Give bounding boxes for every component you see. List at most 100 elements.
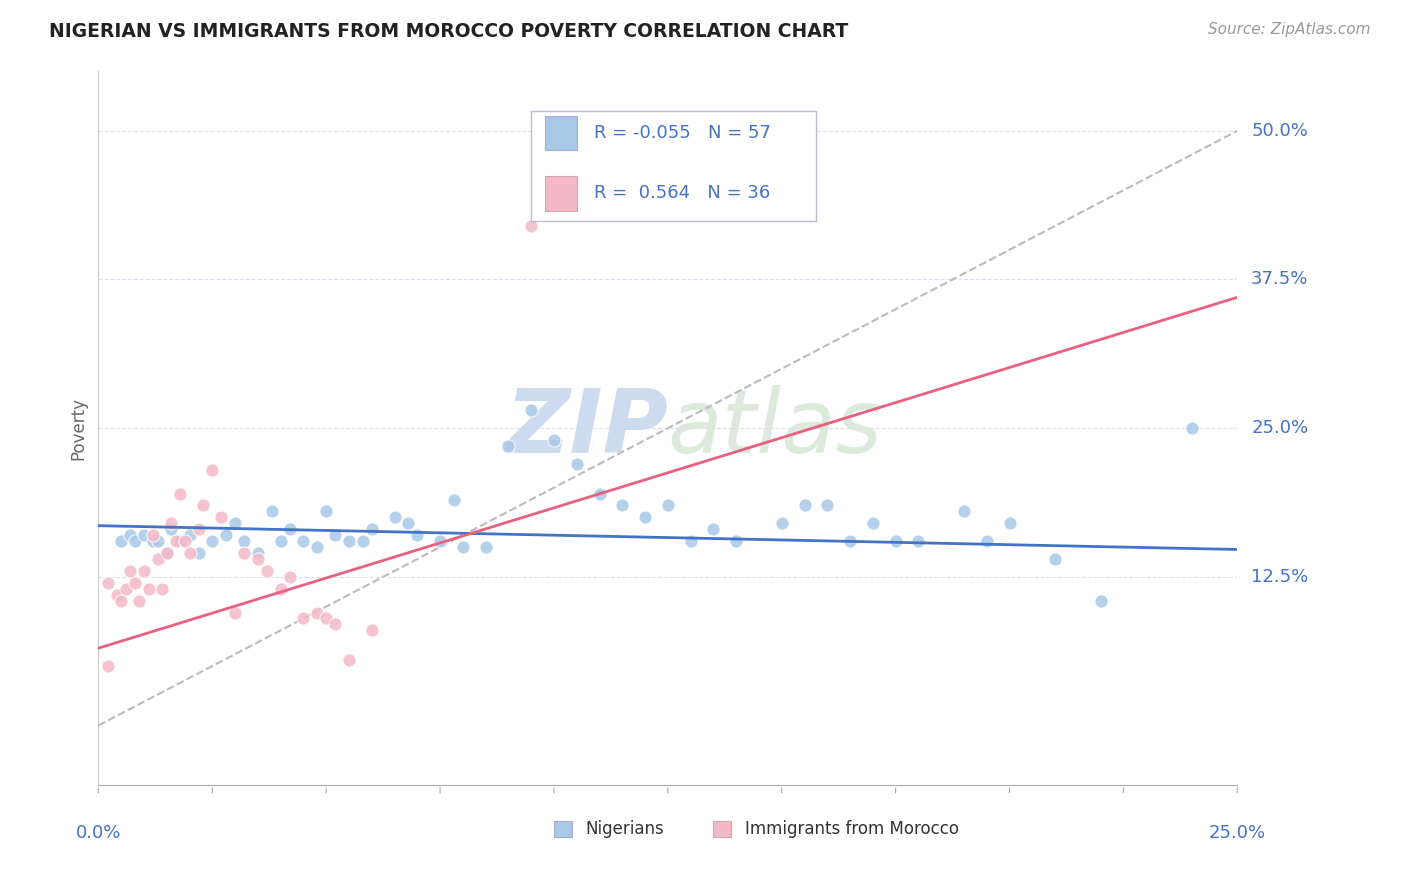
Point: [201, 463, 224, 477]
Text: 12.5%: 12.5%: [1251, 568, 1309, 586]
Point: [315, 504, 337, 518]
Point: [565, 457, 588, 471]
Text: 37.5%: 37.5%: [1251, 270, 1309, 288]
Point: [201, 534, 224, 549]
Text: atlas: atlas: [668, 385, 883, 471]
Text: R =  0.564   N = 36: R = 0.564 N = 36: [593, 185, 770, 202]
Point: [165, 534, 187, 549]
Point: [1181, 421, 1204, 435]
Point: [156, 546, 179, 560]
Point: [1090, 593, 1112, 607]
Point: [270, 534, 292, 549]
Point: [396, 516, 419, 531]
Point: [520, 403, 543, 417]
Text: Nigerians: Nigerians: [585, 821, 664, 838]
Point: [187, 522, 209, 536]
Point: [337, 534, 360, 549]
Point: [634, 510, 657, 524]
Point: [384, 510, 406, 524]
Point: [187, 546, 209, 560]
Point: [96, 575, 118, 590]
Point: [884, 534, 907, 549]
Point: [160, 522, 183, 536]
Point: [174, 534, 197, 549]
Point: [360, 522, 382, 536]
Point: [142, 528, 165, 542]
Point: [612, 499, 634, 513]
Point: [224, 516, 246, 531]
Point: [998, 516, 1021, 531]
Point: [110, 534, 132, 549]
Point: [256, 564, 278, 578]
Point: [839, 534, 862, 549]
Point: [270, 582, 292, 596]
Y-axis label: Poverty: Poverty: [69, 397, 87, 459]
Text: ZIP: ZIP: [505, 384, 668, 472]
Point: [169, 534, 191, 549]
Point: [406, 528, 429, 542]
Point: [233, 546, 256, 560]
Point: [337, 653, 360, 667]
Text: Immigrants from Morocco: Immigrants from Morocco: [745, 821, 959, 838]
Point: [702, 522, 724, 536]
Point: [278, 570, 301, 584]
Point: [323, 617, 346, 632]
Point: [429, 534, 451, 549]
Point: [498, 439, 520, 453]
Point: [132, 564, 155, 578]
Point: [233, 534, 256, 549]
Point: [224, 606, 246, 620]
Text: NIGERIAN VS IMMIGRANTS FROM MOROCCO POVERTY CORRELATION CHART: NIGERIAN VS IMMIGRANTS FROM MOROCCO POVE…: [49, 22, 848, 41]
Point: [1043, 552, 1066, 566]
Point: [128, 593, 150, 607]
Point: [907, 534, 929, 549]
Point: [657, 499, 679, 513]
Point: [307, 540, 329, 554]
Point: [815, 499, 838, 513]
Text: 50.0%: 50.0%: [1251, 122, 1308, 140]
Point: [146, 534, 169, 549]
Point: [142, 534, 165, 549]
Text: R = -0.055   N = 57: R = -0.055 N = 57: [593, 124, 770, 142]
Point: [725, 534, 748, 549]
Text: 25.0%: 25.0%: [1209, 824, 1265, 842]
Point: [150, 582, 173, 596]
Point: [360, 624, 382, 638]
Point: [292, 611, 315, 625]
Point: [307, 606, 329, 620]
Point: [124, 534, 146, 549]
Point: [193, 499, 215, 513]
Point: [292, 534, 315, 549]
Point: [474, 540, 496, 554]
Point: [160, 516, 183, 531]
Point: [260, 504, 283, 518]
Point: [323, 528, 346, 542]
Point: [120, 564, 142, 578]
Point: [352, 534, 374, 549]
Point: [520, 219, 543, 233]
Text: 25.0%: 25.0%: [1251, 419, 1309, 437]
Point: [179, 546, 201, 560]
Point: [770, 516, 793, 531]
Point: [953, 504, 976, 518]
Bar: [554, 822, 571, 837]
Text: Source: ZipAtlas.com: Source: ZipAtlas.com: [1208, 22, 1371, 37]
Point: [105, 588, 128, 602]
Text: 0.0%: 0.0%: [76, 824, 121, 842]
Point: [278, 522, 301, 536]
Point: [793, 499, 815, 513]
Point: [315, 611, 337, 625]
Point: [246, 546, 269, 560]
Point: [110, 593, 132, 607]
Point: [443, 492, 465, 507]
Point: [96, 659, 118, 673]
Point: [156, 546, 179, 560]
Point: [209, 510, 232, 524]
Point: [146, 552, 169, 566]
Point: [114, 582, 136, 596]
Bar: [546, 116, 576, 150]
Point: [588, 486, 610, 500]
FancyBboxPatch shape: [531, 111, 815, 221]
Point: [862, 516, 884, 531]
Point: [124, 575, 146, 590]
